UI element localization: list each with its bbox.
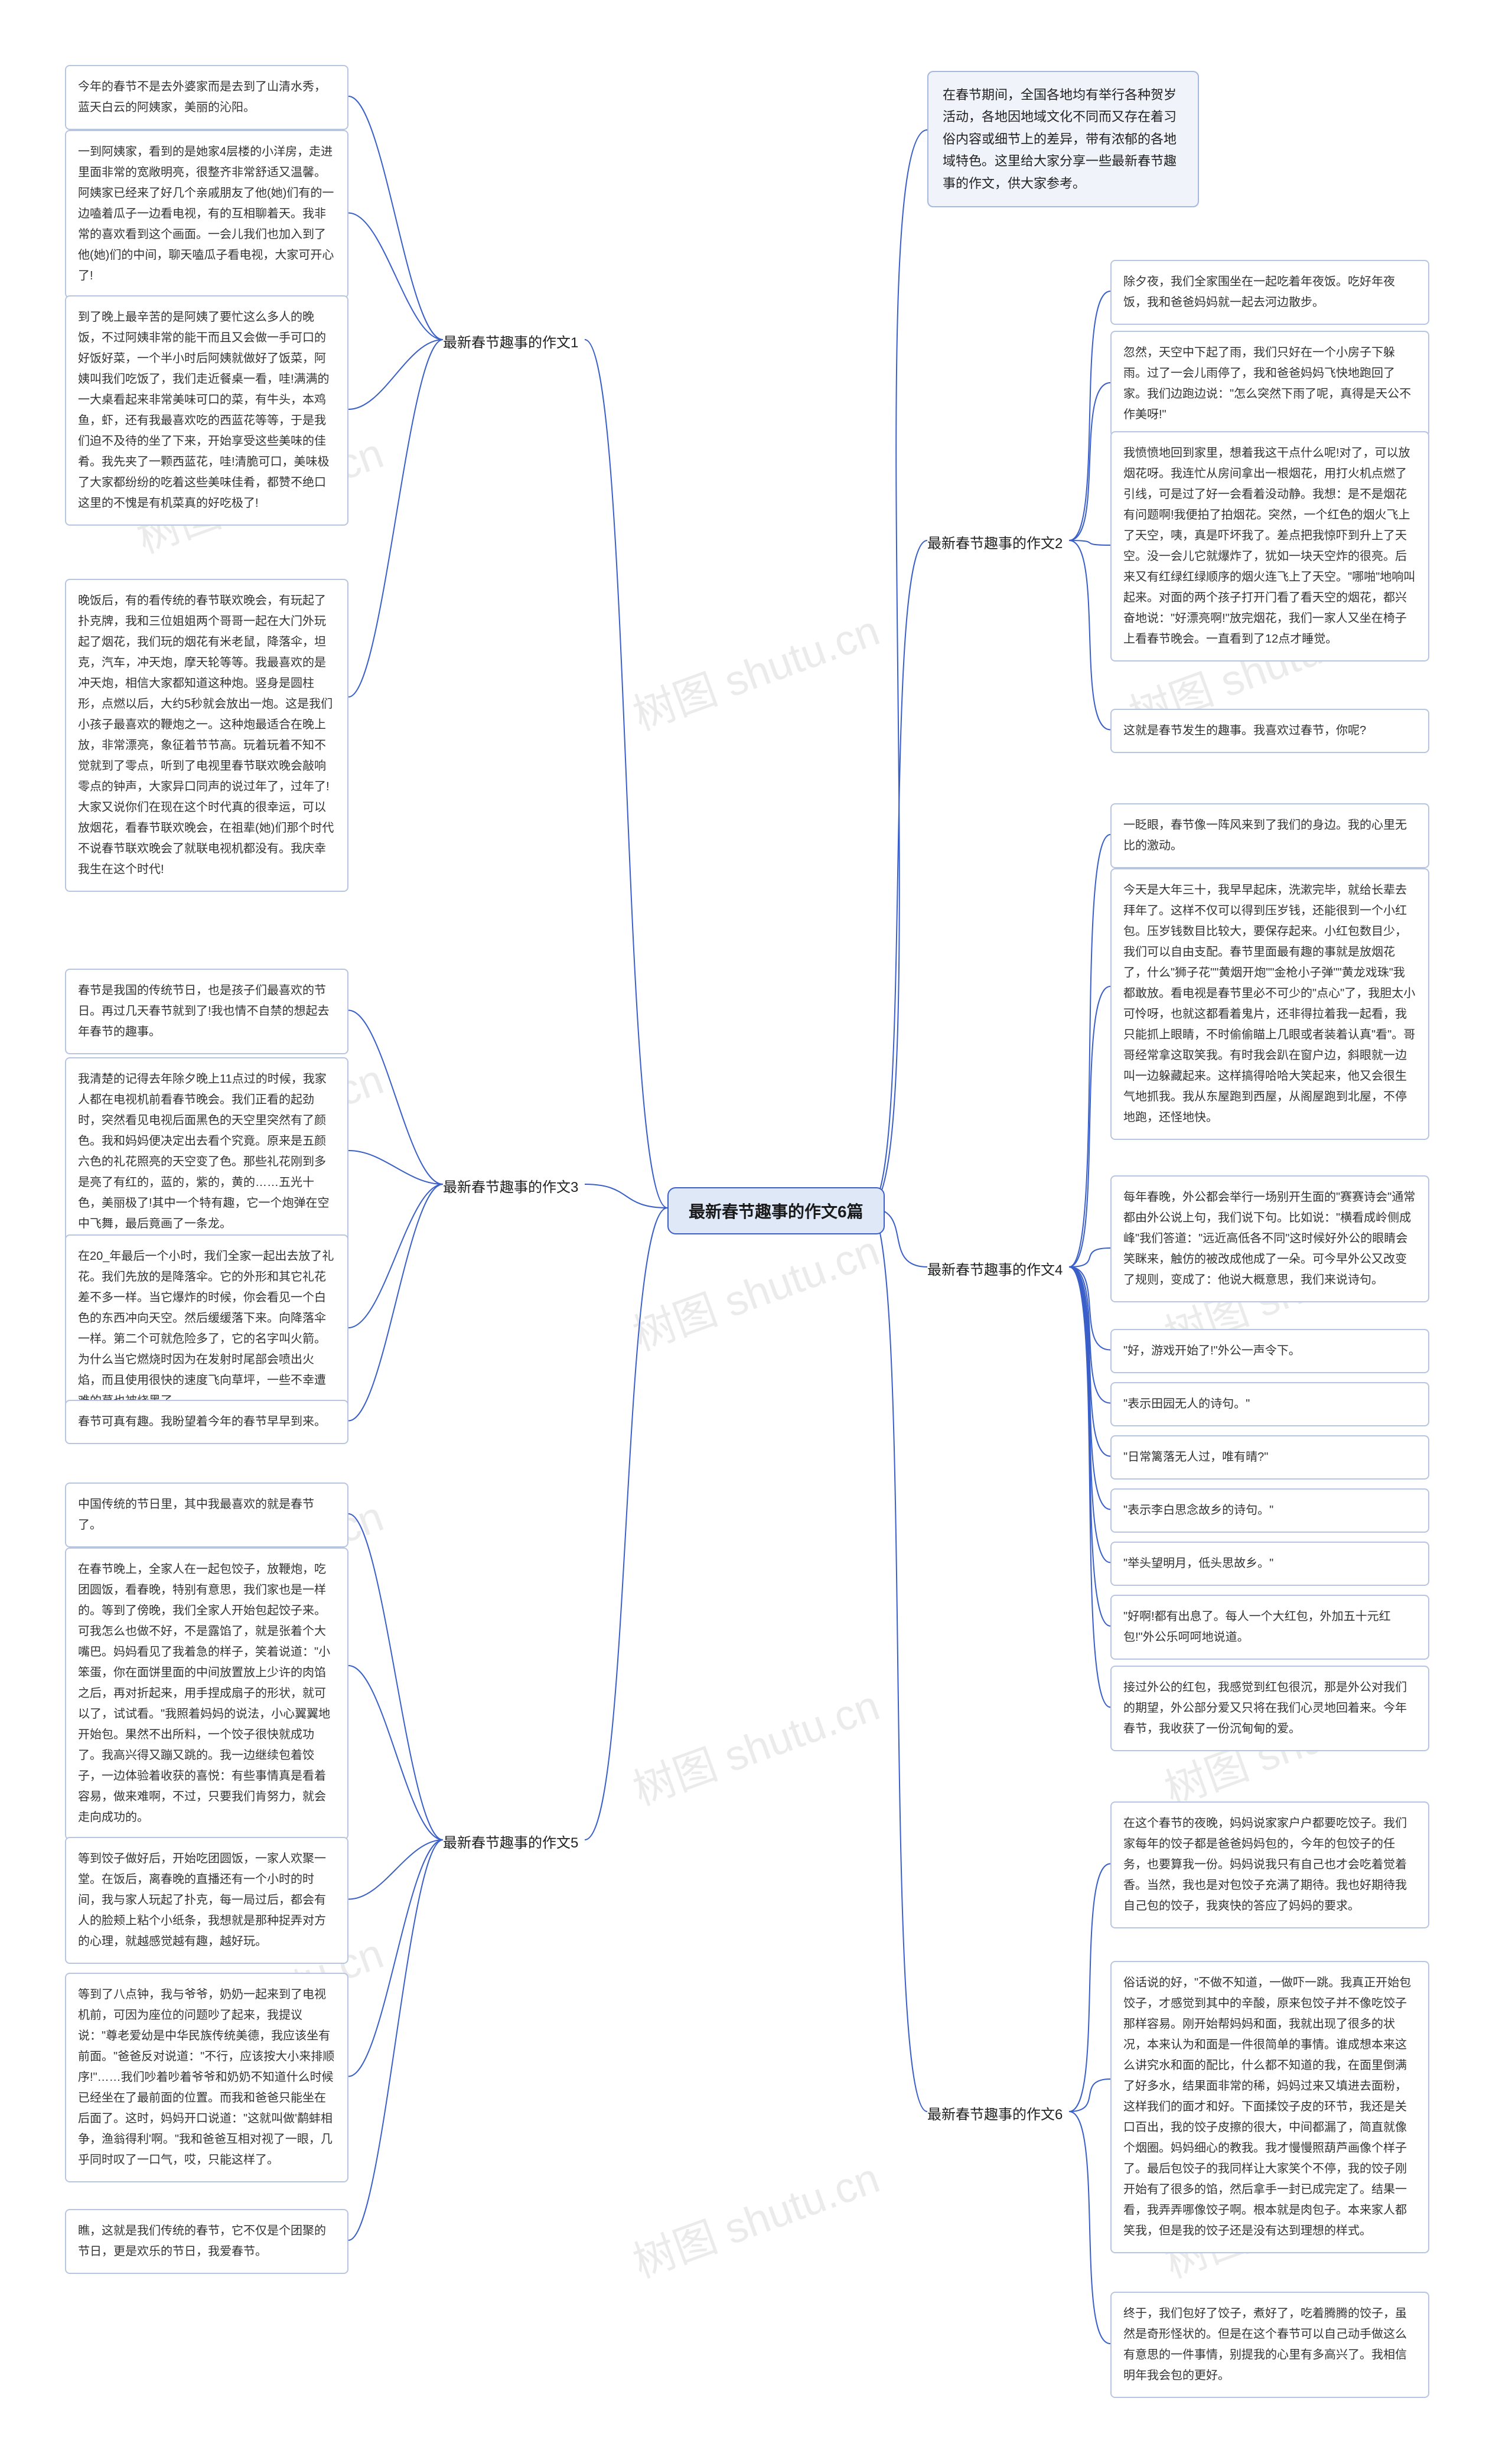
content-box: 到了晚上最辛苦的是阿姨了要忙这么多人的晚饭，不过阿姨非常的能干而且又会做一手可口… [65,295,348,526]
content-box: 等到了八点钟，我与爷爷，奶奶一起来到了电视机前，可因为座位的问题吵了起来，我提议… [65,1973,348,2182]
content-box: 我愤愤地回到家里，想着我这干点什么呢!对了，可以放烟花呀。我连忙从房间拿出一根烟… [1110,431,1429,662]
content-box: "好，游戏开始了!"外公一声令下。 [1110,1329,1429,1373]
watermark: 树图 shutu.cn [623,1671,887,1817]
content-box: 今年的春节不是去外婆家而是去到了山清水秀，蓝天白云的阿姨家，美丽的沁阳。 [65,65,348,130]
branch-label: 最新春节趣事的作文5 [443,1831,578,1852]
branch-label: 最新春节趣事的作文1 [443,331,578,351]
content-box: 在这个春节的夜晚，妈妈说家家户户都要吃饺子。我们家每年的饺子都是爸爸妈妈包的，今… [1110,1801,1429,1928]
content-box: 俗话说的好，"不做不知道，一做吓一跳。我真正开始包饺子，才感觉到其中的辛酸，原来… [1110,1961,1429,2253]
watermark: 树图 shutu.cn [623,2143,887,2290]
watermark: 树图 shutu.cn [623,596,887,742]
content-box: 春节是我国的传统节日，也是孩子们最喜欢的节日。再过几天春节就到了!我也情不自禁的… [65,969,348,1054]
branch-label: 最新春节趣事的作文6 [927,2103,1063,2123]
content-box: 终于，我们包好了饺子，煮好了，吃着腾腾的饺子，虽然是奇形怪状的。但是在这个春节可… [1110,2292,1429,2398]
content-box: 一眨眼，春节像一阵风来到了我们的身边。我的心里无比的激动。 [1110,803,1429,868]
content-box: 在春节晚上，全家人在一起包饺子，放鞭炮，吃团圆饭，看春晚，特别有意思，我们家也是… [65,1547,348,1840]
content-box: 我清楚的记得去年除夕晚上11点过的时候，我家人都在电视机前看春节晚会。我们正看的… [65,1057,348,1246]
intro-node: 在春节期间，全国各地均有举行各种贺岁活动，各地因地域文化不同而又存在着习俗内容或… [927,71,1199,207]
content-box: "日常篱落无人过，唯有晴?" [1110,1435,1429,1480]
content-box: 在20_年最后一个小时，我们全家一起出去放了礼花。我们先放的是降落伞。它的外形和… [65,1234,348,1423]
content-box: 晚饭后，有的看传统的春节联欢晚会，有玩起了扑克牌，我和三位姐姐两个哥哥一起在大门… [65,579,348,892]
content-box: "表示田园无人的诗句。" [1110,1382,1429,1426]
content-box: 等到饺子做好后，开始吃团圆饭，一家人欢聚一堂。在饭后，离春晚的直播还有一个小时的… [65,1837,348,1964]
content-box: 每年春晚，外公都会举行一场别开生面的"赛赛诗会"通常都由外公说上句，我们说下句。… [1110,1175,1429,1302]
content-box: "举头望明月，低头思故乡。" [1110,1542,1429,1586]
content-box: 今天是大年三十，我早早起床，洗漱完毕，就给长辈去拜年了。这样不仅可以得到压岁钱，… [1110,868,1429,1140]
content-box: 中国传统的节日里，其中我最喜欢的就是春节了。 [65,1482,348,1547]
watermark: 树图 shutu.cn [623,1216,887,1363]
content-box: 接过外公的红包，我感觉到红包很沉，那是外公对我们的期望，外公部分爱又只将在我们心… [1110,1666,1429,1751]
content-box: 除夕夜，我们全家围坐在一起吃着年夜饭。吃好年夜饭，我和爸爸妈妈就一起去河边散步。 [1110,260,1429,325]
content-box: "表示李白思念故乡的诗句。" [1110,1488,1429,1533]
branch-label: 最新春节趣事的作文3 [443,1175,578,1196]
content-box: 瞧，这就是我们传统的春节，它不仅是个团聚的节日，更是欢乐的节日，我爱春节。 [65,2209,348,2274]
content-box: 春节可真有趣。我盼望着今年的春节早早到来。 [65,1400,348,1444]
branch-label: 最新春节趣事的作文2 [927,532,1063,552]
content-box: 一到阿姨家，看到的是她家4层楼的小洋房，走进里面非常的宽敞明亮，很整齐非常舒适又… [65,130,348,298]
center-node: 最新春节趣事的作文6篇 [667,1187,885,1234]
content-box: 这就是春节发生的趣事。我喜欢过春节，你呢? [1110,709,1429,753]
content-box: "好啊!都有出息了。每人一个大红包，外加五十元红包!"外公乐呵呵地说道。 [1110,1595,1429,1660]
branch-label: 最新春节趣事的作文4 [927,1258,1063,1279]
content-box: 忽然，天空中下起了雨，我们只好在一个小房子下躲雨。过了一会儿雨停了，我和爸爸妈妈… [1110,331,1429,437]
